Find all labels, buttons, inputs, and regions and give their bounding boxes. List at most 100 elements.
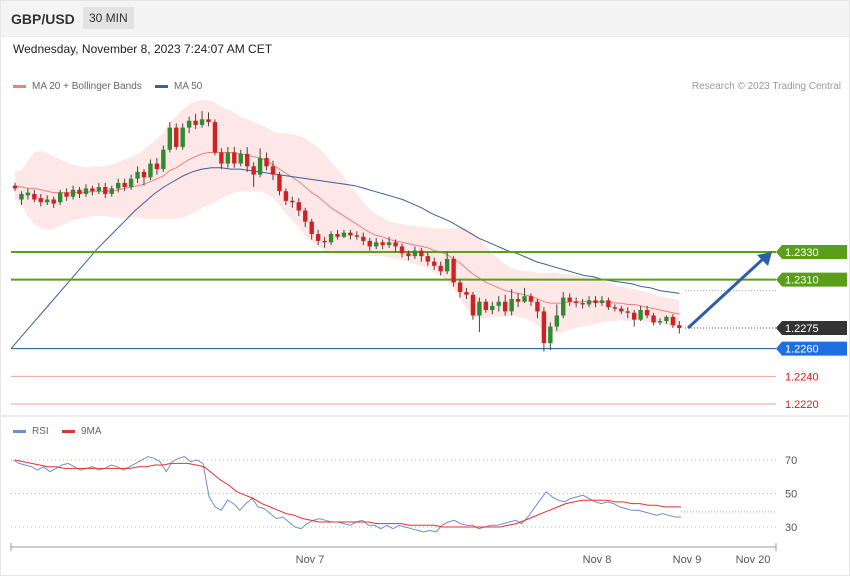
candle-body [303,210,308,222]
candle-body [161,149,166,170]
candle-body [141,171,147,178]
candle-body [103,187,108,194]
rsi-tick-50: 50 [785,489,797,501]
candle-body [503,301,508,312]
candle-body [586,300,592,305]
candle-body [135,171,140,179]
candle-body [490,305,495,310]
candle-body [90,188,95,192]
candle-body [70,189,76,197]
candle-body [283,191,289,201]
candle-body [393,242,398,247]
candle-body [619,308,624,312]
candle-body [57,192,63,203]
candle-body [483,301,489,310]
candle-body [374,242,379,247]
candle-body [245,153,250,167]
candle-body [180,127,185,147]
candle-body [212,122,218,153]
level-tag-1.2310 [776,272,847,287]
legend-ma20: MA 20 + Bollinger Bands [13,81,142,92]
candle-body [573,301,579,304]
candle-body [425,256,430,262]
candle-body [444,258,450,272]
candle-body [541,311,547,344]
level-label-1.2240: 1.2240 [785,371,819,383]
candle-body [670,316,676,326]
candle-body [19,193,24,200]
level-tag-1.2275 [776,320,847,335]
candle-body [257,158,263,175]
candle-body [644,310,650,316]
level-label-1.2220: 1.2220 [785,399,819,411]
candle-body [567,297,572,302]
copyright-note: Research © 2023 Trading Central [691,81,841,92]
candle-body [412,250,418,257]
candle-body [38,198,43,203]
candle-body [328,234,334,243]
candle-body [612,307,618,309]
candle-body [186,120,192,128]
candle-body [32,193,37,200]
x-tick-label: Nov 7 [296,554,325,566]
candle-body [83,188,89,194]
rsi-line [12,456,681,533]
candle-body [264,158,269,167]
ma50-swatch [155,84,168,88]
level-label-1.2310: 1.2310 [785,275,819,287]
candle-body [438,265,443,272]
candle-body [522,296,527,302]
candle-body [632,312,637,320]
rsi-tick-30: 30 [785,522,797,534]
candle-body [232,152,237,164]
candle-body [96,187,102,192]
candle-body [432,261,437,266]
level-label-1.2275: 1.2275 [785,323,819,335]
rsi-ma-label: 9MA [81,426,102,437]
ma50-line [10,167,680,350]
candle-body [335,234,340,237]
candle-body [477,301,482,316]
forecast-arrow-shaft [686,257,765,330]
candle-body [315,234,321,241]
candle-body [174,127,179,147]
candle-body [277,174,282,192]
candle-body [593,300,598,304]
candle-body [199,119,205,125]
candle-body [109,188,114,194]
candle-body [290,200,295,203]
candle-body [515,298,521,302]
candle-body [451,258,456,283]
rsi-label: RSI [32,426,49,437]
ma20-swatch [13,84,26,88]
candle-body [354,235,360,237]
timeframe-badge[interactable]: 30 MIN [83,7,134,29]
candle-body [348,232,353,236]
candle-body [470,294,476,316]
candle-body [238,153,243,164]
candle-body [341,232,347,237]
x-tick-label: Nov 8 [583,554,612,566]
candle-body [464,292,469,295]
candle-body [309,221,314,235]
candle-body [128,178,134,188]
level-tag-1.2330 [776,244,847,259]
candle-body [677,325,682,328]
candle-body [45,199,50,203]
timestamp: Wednesday, November 8, 2023 7:24:07 AM C… [13,42,273,56]
level-label-1.2260: 1.2260 [785,344,819,356]
candle-body [580,303,585,305]
legend-rsi: RSI [13,426,49,437]
candle-body [651,315,656,323]
candle-body [606,300,611,308]
candle-body [64,192,69,197]
candle-body [361,236,366,241]
forecast-arrow-head [757,251,772,266]
candle-body [225,152,231,164]
candle-body [638,310,643,320]
candle-body [367,240,372,247]
level-label-1.2330: 1.2330 [785,247,819,259]
candle-body [664,316,669,322]
instrument-symbol: GBP/USD [11,11,75,27]
